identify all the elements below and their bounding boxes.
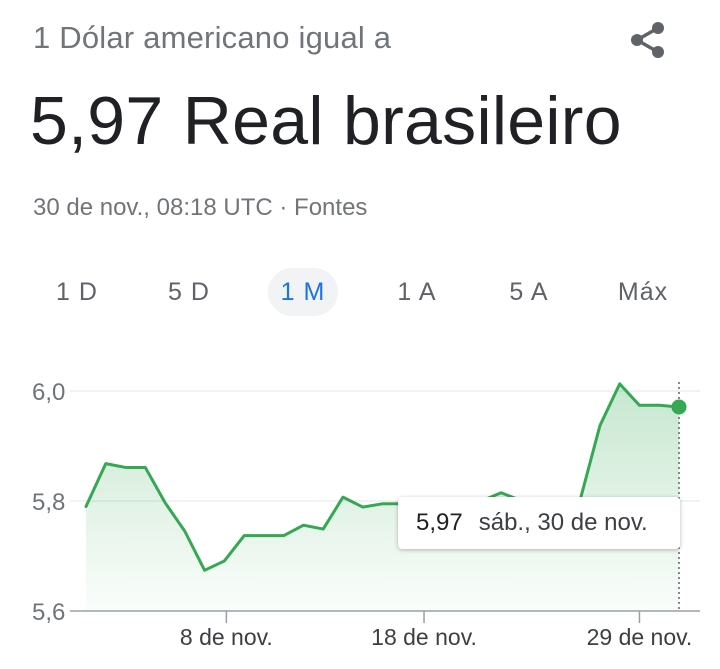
data-point <box>162 500 168 506</box>
data-point <box>300 522 306 528</box>
tooltip-value: 5,97 <box>416 509 463 536</box>
data-point <box>340 494 346 500</box>
data-point <box>202 567 208 573</box>
data-point <box>281 533 287 539</box>
selected-point-marker <box>671 399 687 415</box>
y-tick-label: 5,6 <box>32 599 65 626</box>
x-tick-label: 8 de nov. <box>180 624 273 650</box>
converted-value: 5,97 Real brasileiro <box>30 83 622 159</box>
data-point <box>360 504 366 510</box>
separator: · <box>279 194 288 221</box>
sources-link[interactable]: Fontes <box>294 194 368 221</box>
data-point <box>617 381 623 387</box>
data-point <box>83 504 89 510</box>
data-point <box>636 402 642 408</box>
time-range-tabs: 1 D 5 D 1 M 1 A 5 A Máx <box>0 268 720 318</box>
y-tick-label: 6,0 <box>32 379 65 406</box>
data-point <box>380 501 386 507</box>
tooltip-date: sáb., 30 de nov. <box>478 509 648 536</box>
data-point <box>103 461 109 467</box>
tab-5a[interactable]: 5 A <box>509 278 549 306</box>
data-point <box>182 528 188 534</box>
x-tick-label: 18 de nov. <box>371 624 477 650</box>
tab-1a[interactable]: 1 A <box>397 278 437 306</box>
data-point <box>142 464 148 470</box>
data-point <box>261 533 267 539</box>
timestamp: 30 de nov., 08:18 UTC <box>33 194 273 221</box>
tab-1d[interactable]: 1 D <box>56 278 98 306</box>
share-icon <box>631 22 664 58</box>
conversion-subtitle: 1 Dólar americano igual a <box>33 20 392 55</box>
x-tick-label: 29 de nov. <box>587 624 693 650</box>
chart-tooltip: 5,97 sáb., 30 de nov. <box>398 497 680 549</box>
tab-1m[interactable]: 1 M <box>268 268 338 316</box>
y-tick-label: 5,8 <box>32 489 65 516</box>
data-point <box>320 526 326 532</box>
timestamp-line: 30 de nov., 08:18 UTC · Fontes <box>33 194 367 222</box>
series-area <box>86 383 679 611</box>
data-point <box>221 558 227 564</box>
tab-5d[interactable]: 5 D <box>168 278 210 306</box>
data-point <box>498 490 504 496</box>
data-point <box>597 423 603 429</box>
tab-max[interactable]: Máx <box>617 278 669 306</box>
share-button[interactable] <box>626 18 670 62</box>
data-point <box>656 402 662 408</box>
data-point <box>123 464 129 470</box>
data-point <box>241 533 247 539</box>
